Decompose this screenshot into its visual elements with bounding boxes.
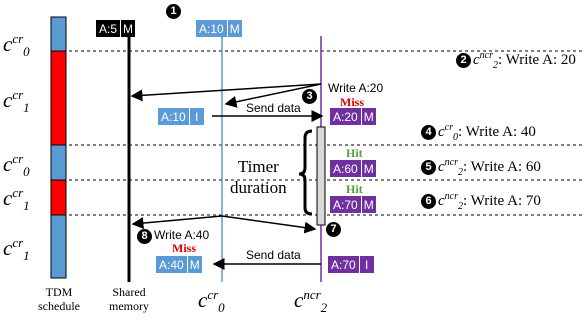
event-2-text: 2 cncr2: Write A: 20 xyxy=(456,51,576,71)
tdm-label-0: ccr0 xyxy=(3,31,30,60)
cache-line-cr0-bottom: A:40 M xyxy=(156,256,202,273)
cache-line-ncr-miss: A:20 M xyxy=(330,108,376,125)
tdm-slot-3 xyxy=(50,179,67,216)
cache-line-cr0-invalid: A:10 I xyxy=(158,108,204,125)
cache-line-shared-top: A:5 M xyxy=(96,20,136,37)
tdm-slot-0 xyxy=(50,16,67,52)
send-data-bottom-label: Send data xyxy=(246,248,301,262)
hit-2-label: Hit xyxy=(346,182,363,196)
event-8-marker: 8 xyxy=(137,228,154,244)
event-6-text: 6 cncr2: Write A: 70 xyxy=(421,192,541,212)
tdm-label-2: ccr0 xyxy=(3,151,30,180)
cache-line-ncr-hit1: A:60 M xyxy=(330,160,376,177)
shared-memory-label: Shared memory xyxy=(109,285,149,314)
cache-line-cr0-top: A:10 M xyxy=(196,20,242,37)
tdm-label-4: ccr1 xyxy=(3,235,30,264)
tdm-slot-2 xyxy=(50,144,67,181)
event-1-marker: 1 xyxy=(166,3,183,19)
ncr2-label: cncr2 xyxy=(294,287,328,316)
hit-1-label: Hit xyxy=(346,146,363,160)
timer-duration-label: Timer duration xyxy=(230,157,287,198)
write-a20-label: Write A:20 xyxy=(328,81,384,95)
write-a20-arrow-2 xyxy=(224,83,322,108)
cache-line-ncr-hit2: A:70 M xyxy=(330,196,376,213)
tdm-label-3: ccr1 xyxy=(3,185,30,214)
write-a40-arrow-2 xyxy=(131,215,223,230)
cache-line-ncr-bottom: A:70 I xyxy=(328,256,374,273)
event-4-text: 4 ccr0: Write A: 40 xyxy=(421,123,536,143)
tdm-schedule-label: TDM schedule xyxy=(38,285,80,314)
miss-top-label: Miss xyxy=(340,95,364,109)
cr0-label: ccr0 xyxy=(198,287,225,316)
event-3-marker: 3 xyxy=(302,88,319,104)
tdm-slot-1 xyxy=(50,50,67,146)
timer-brace xyxy=(298,129,313,216)
write-a40-label: Write A:40 xyxy=(154,228,210,242)
write-a40-arrow-1 xyxy=(221,215,317,234)
miss-bottom-label: Miss xyxy=(172,241,196,255)
timer-bar xyxy=(316,126,326,226)
event-7-marker: 7 xyxy=(326,221,343,237)
send-data-top-label: Send data xyxy=(246,101,301,115)
write-a20-arrow xyxy=(130,83,322,102)
tdm-slot-4 xyxy=(50,214,67,279)
event-5-text: 5 cncr2: Write A: 60 xyxy=(421,158,541,178)
tdm-label-1: ccr1 xyxy=(3,87,30,116)
